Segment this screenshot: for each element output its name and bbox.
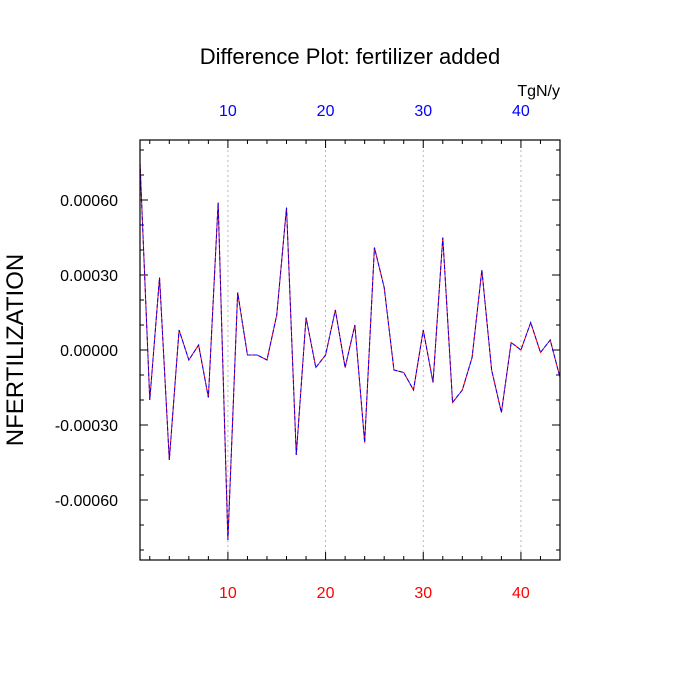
x-tick-labels-bottom: 10 20 30 40 <box>219 585 530 602</box>
x-tick-label-bottom: 30 <box>414 585 432 602</box>
y-tick-label: 0.00000 <box>60 343 118 360</box>
y-tick-label: -0.00060 <box>55 493 118 510</box>
series-group <box>139 162 561 541</box>
x-tick-label-top: 20 <box>317 103 335 120</box>
chart-title: Difference Plot: fertilizer added <box>200 44 500 69</box>
y-axis-label: NFERTILIZATION <box>2 254 29 446</box>
series-line-dashed <box>139 162 561 541</box>
x-tick-label-bottom: 40 <box>512 585 530 602</box>
series-line-solid <box>139 162 561 541</box>
y-tick-label: 0.00060 <box>60 193 118 210</box>
x-tick-label-top: 30 <box>414 103 432 120</box>
x-tick-label-bottom: 20 <box>317 585 335 602</box>
x-tick-label-top: 40 <box>512 103 530 120</box>
x-tick-label-top: 10 <box>219 103 237 120</box>
top-axis-units: TgN/y <box>517 83 560 100</box>
plot-frame <box>139 139 561 561</box>
grid-lines <box>227 140 522 560</box>
y-tick-label: -0.00030 <box>55 418 118 435</box>
y-tick-label: 0.00030 <box>60 268 118 285</box>
y-tick-labels: 0.00060 0.00030 0.00000 -0.00030 -0.00060 <box>55 193 118 510</box>
x-tick-labels-top: 10 20 30 40 <box>219 103 530 120</box>
axis-ticks <box>140 140 561 560</box>
x-tick-label-bottom: 10 <box>219 585 237 602</box>
